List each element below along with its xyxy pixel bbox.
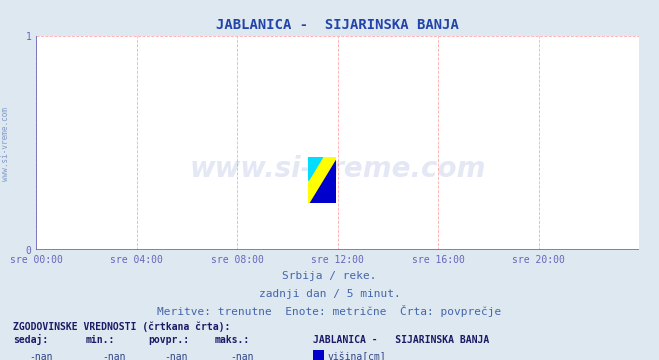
Title: JABLANICA -  SIJARINSKA BANJA: JABLANICA - SIJARINSKA BANJA	[216, 18, 459, 32]
Text: povpr.:: povpr.:	[148, 335, 189, 345]
Text: min.:: min.:	[86, 335, 115, 345]
Polygon shape	[308, 157, 322, 180]
Polygon shape	[308, 157, 336, 203]
Text: -nan: -nan	[102, 352, 126, 360]
Text: maks.:: maks.:	[214, 335, 249, 345]
Text: Meritve: trenutne  Enote: metrične  Črta: povprečje: Meritve: trenutne Enote: metrične Črta: …	[158, 305, 501, 317]
Text: -nan: -nan	[30, 352, 53, 360]
Text: Srbija / reke.: Srbija / reke.	[282, 271, 377, 281]
Text: -nan: -nan	[231, 352, 254, 360]
Text: sedaj:: sedaj:	[13, 334, 48, 345]
Text: JABLANICA -   SIJARINSKA BANJA: JABLANICA - SIJARINSKA BANJA	[313, 335, 489, 345]
Text: višina[cm]: višina[cm]	[328, 352, 386, 360]
Text: www.si-vreme.com: www.si-vreme.com	[1, 107, 10, 181]
Text: www.si-vreme.com: www.si-vreme.com	[190, 155, 486, 183]
Text: ZGODOVINSKE VREDNOSTI (črtkana črta):: ZGODOVINSKE VREDNOSTI (črtkana črta):	[13, 322, 231, 333]
Polygon shape	[308, 157, 336, 203]
Text: -nan: -nan	[165, 352, 188, 360]
Text: zadnji dan / 5 minut.: zadnji dan / 5 minut.	[258, 289, 401, 299]
